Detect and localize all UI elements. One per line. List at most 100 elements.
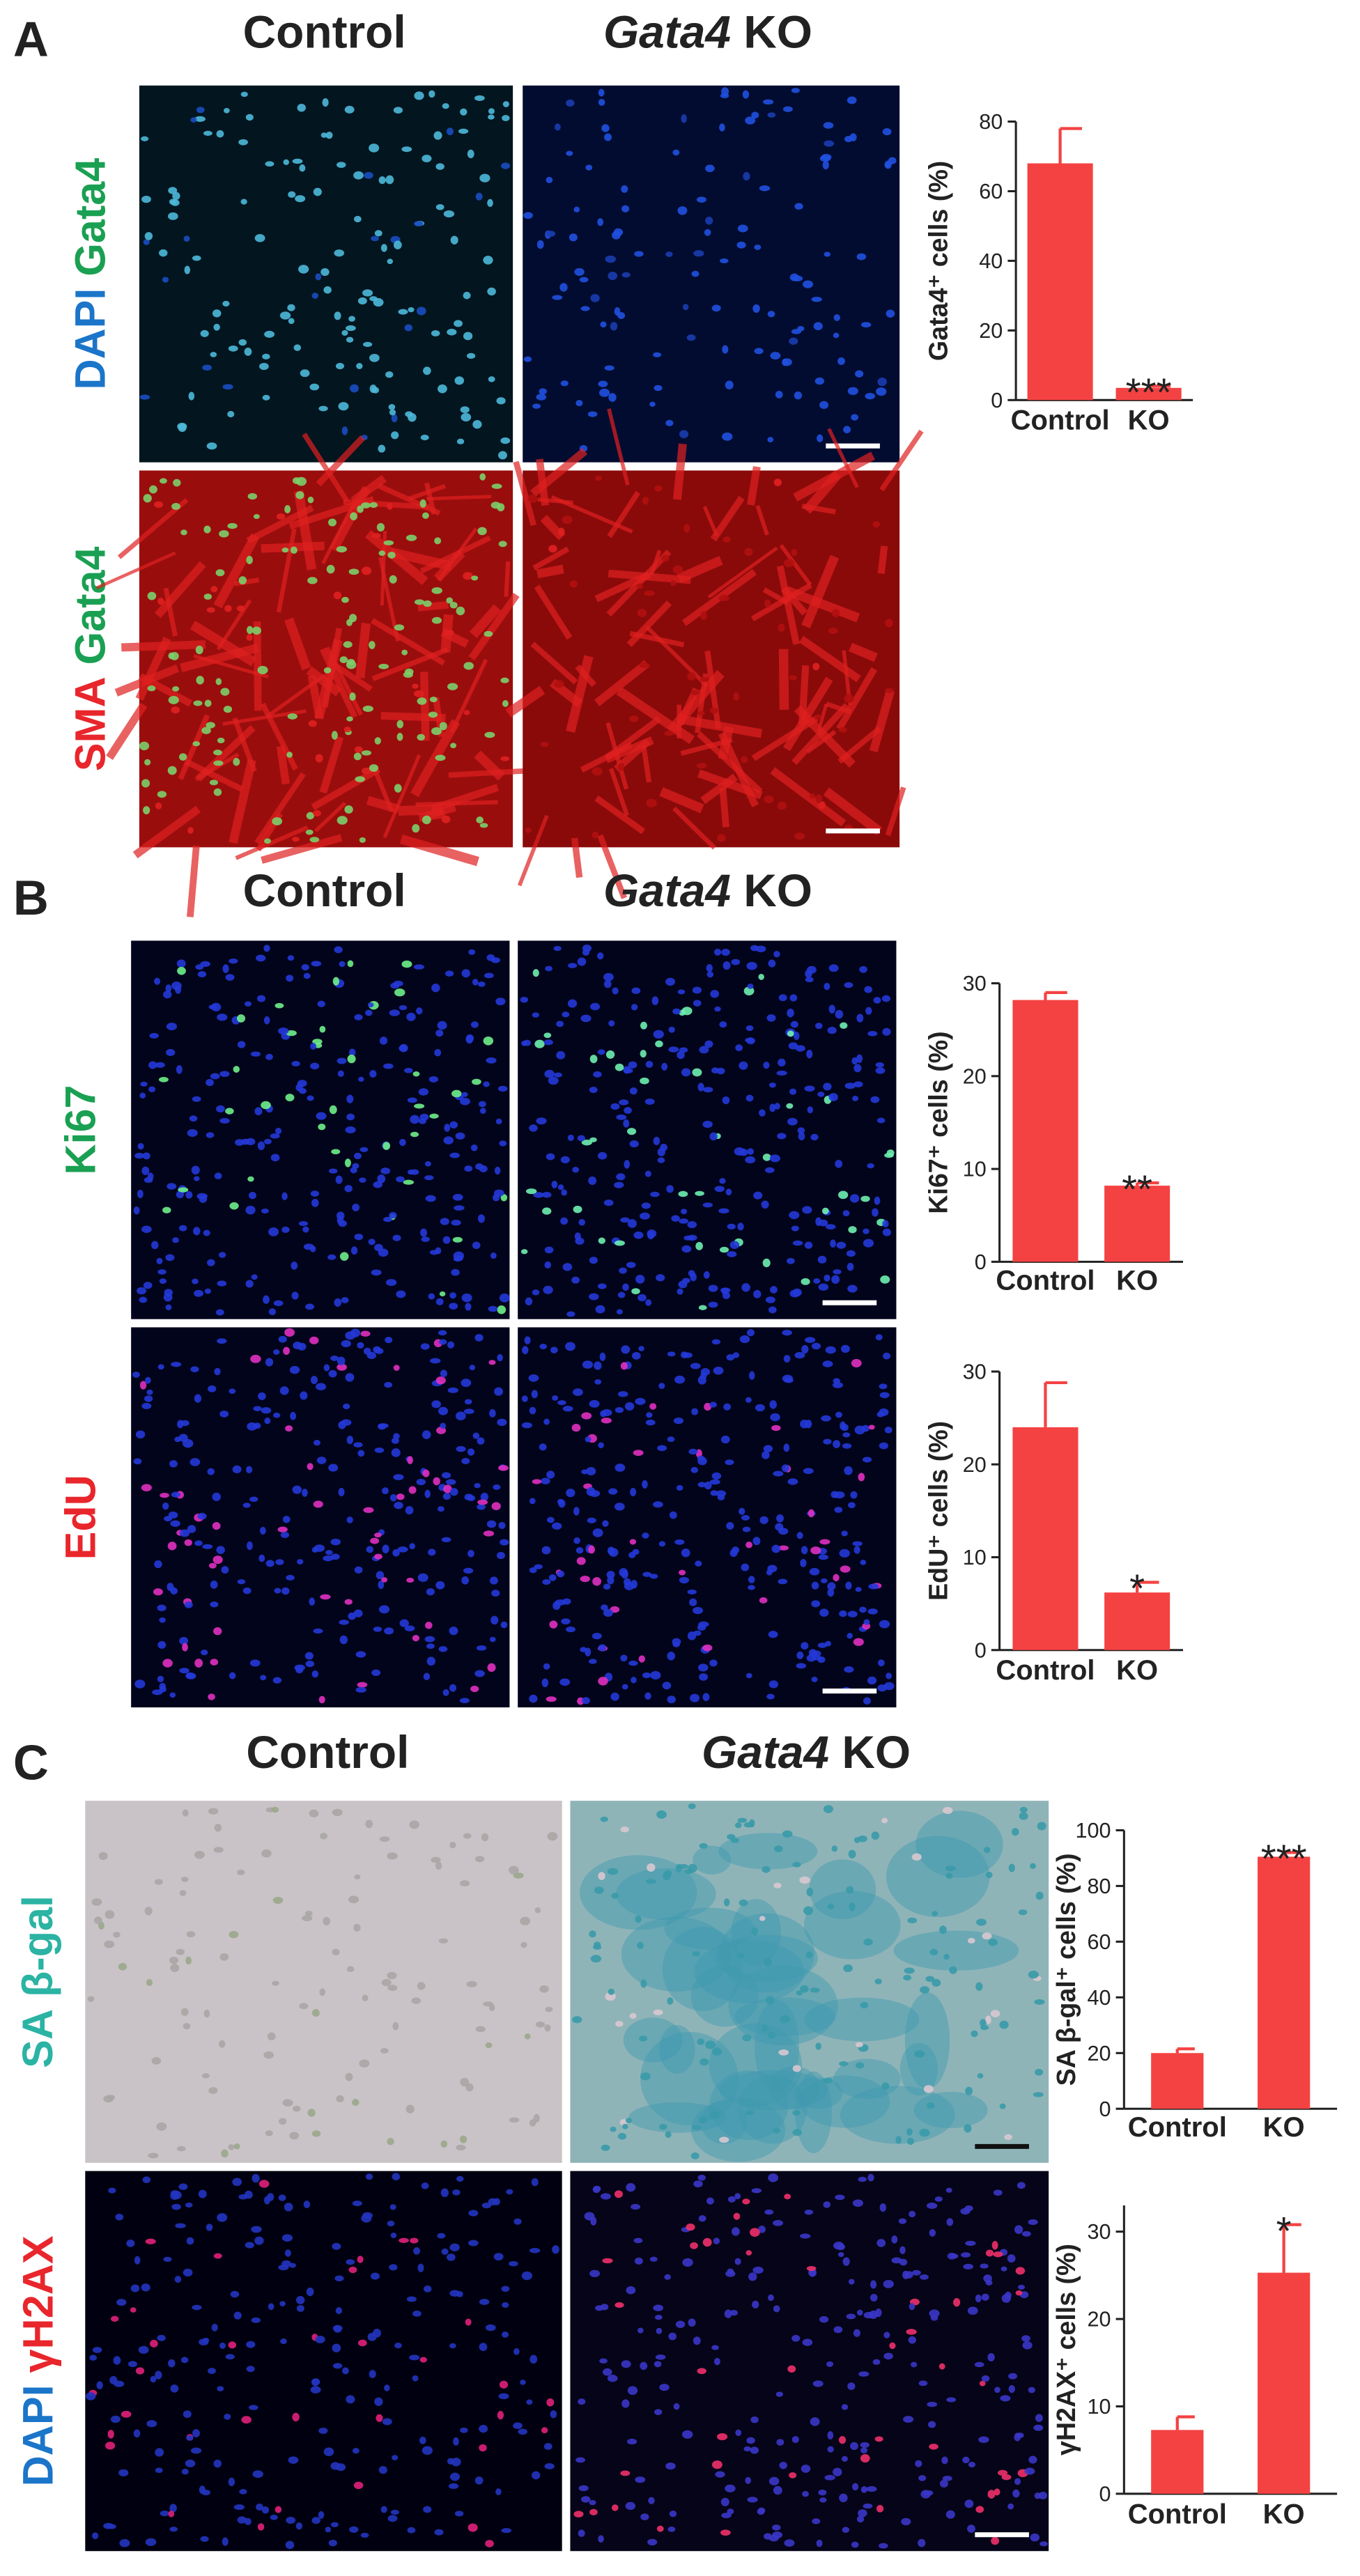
nucleus	[617, 1291, 626, 1298]
nucleus	[881, 2082, 890, 2090]
nucleus	[144, 1907, 153, 1916]
nucleus	[877, 1659, 885, 1667]
nucleus	[1038, 2492, 1048, 2499]
nucleus	[479, 1165, 488, 1173]
nucleus	[466, 352, 476, 359]
nucleus	[600, 2193, 611, 2200]
nucleus	[425, 1622, 433, 1629]
fiber	[180, 643, 259, 673]
nucleus	[566, 99, 575, 107]
nucleus	[319, 1025, 326, 1033]
stain	[904, 1992, 950, 2090]
nucleus	[822, 160, 829, 170]
nucleus	[767, 311, 775, 318]
nucleus	[833, 332, 840, 339]
nucleus	[154, 1560, 162, 1569]
nucleus	[287, 955, 295, 961]
nucleus	[500, 1539, 509, 1546]
nucleus	[410, 2237, 419, 2244]
nucleus	[183, 2410, 192, 2419]
nucleus	[755, 1404, 765, 1412]
fiber	[751, 715, 819, 761]
nucleus	[568, 963, 578, 968]
nucleus	[434, 2529, 444, 2536]
nucleus	[713, 2237, 720, 2244]
nucleus	[307, 496, 314, 504]
nucleus	[745, 1542, 752, 1549]
nucleus	[529, 2247, 541, 2253]
nucleus	[416, 1478, 426, 1486]
nucleus	[1008, 2384, 1016, 2393]
nucleus	[722, 1096, 730, 1105]
fiber	[254, 772, 306, 845]
nucleus	[870, 1096, 880, 1103]
nucleus	[165, 1254, 175, 1262]
nucleus	[208, 1693, 215, 1700]
nucleus	[343, 727, 351, 733]
nucleus	[742, 2034, 752, 2042]
stain	[718, 1833, 818, 1870]
fiber	[316, 435, 366, 487]
nucleus	[501, 2286, 510, 2292]
nucleus	[835, 1411, 842, 1418]
nucleus	[249, 1496, 258, 1502]
nucleus	[433, 1477, 440, 1486]
nucleus	[318, 1124, 326, 1131]
nucleus	[443, 629, 454, 636]
nucleus	[208, 2368, 216, 2375]
nucleus	[385, 371, 394, 378]
nucleus	[223, 108, 230, 114]
nucleus	[447, 1341, 455, 1349]
nucleus	[602, 2368, 612, 2376]
nucleus	[479, 2299, 490, 2305]
nucleus	[392, 2173, 401, 2181]
nucleus	[720, 258, 729, 264]
nucleus	[272, 1677, 282, 1684]
nucleus	[848, 1502, 856, 1509]
nucleus	[739, 1061, 748, 1070]
nucleus	[722, 345, 729, 354]
nucleus	[376, 2414, 383, 2422]
nucleus	[853, 1546, 860, 1554]
nucleus	[801, 1642, 809, 1650]
nucleus	[455, 1132, 465, 1140]
nucleus	[149, 1032, 159, 1039]
nucleus	[293, 344, 301, 351]
nucleus	[654, 2361, 662, 2368]
nucleus	[331, 1149, 341, 1155]
nucleus	[138, 2345, 149, 2354]
nucleus	[768, 2476, 780, 2485]
nucleus	[501, 2331, 509, 2338]
nucleus	[268, 1308, 277, 1316]
nucleus	[442, 103, 449, 109]
nucleus	[768, 1082, 776, 1088]
nucleus	[438, 1330, 447, 1336]
nucleus	[358, 1076, 364, 1082]
nucleus	[827, 1903, 835, 1909]
nucleus	[799, 2233, 811, 2239]
nucleus	[635, 2476, 646, 2483]
nucleus	[513, 2422, 523, 2430]
nucleus	[978, 2436, 989, 2443]
nucleus	[270, 1133, 280, 1139]
nucleus	[586, 1466, 596, 1476]
nucleus	[144, 1376, 151, 1384]
nucleus	[819, 1539, 830, 1545]
nucleus	[745, 116, 756, 125]
nucleus	[690, 1363, 701, 1370]
nucleus	[783, 1355, 791, 1363]
nucleus	[631, 2203, 641, 2210]
nucleus	[169, 1692, 176, 1698]
nucleus	[656, 1274, 665, 1282]
nucleus	[713, 2357, 720, 2366]
nucleus	[468, 949, 476, 955]
nucleus	[1018, 1909, 1028, 1916]
nucleus	[261, 1406, 272, 1414]
gene-name: Gata4	[603, 864, 731, 916]
nucleus	[246, 555, 253, 564]
nucleus	[172, 192, 180, 200]
nucleus	[441, 1537, 451, 1542]
nucleus	[281, 2234, 293, 2242]
nucleus	[673, 1417, 684, 1425]
nucleus	[898, 2218, 907, 2224]
